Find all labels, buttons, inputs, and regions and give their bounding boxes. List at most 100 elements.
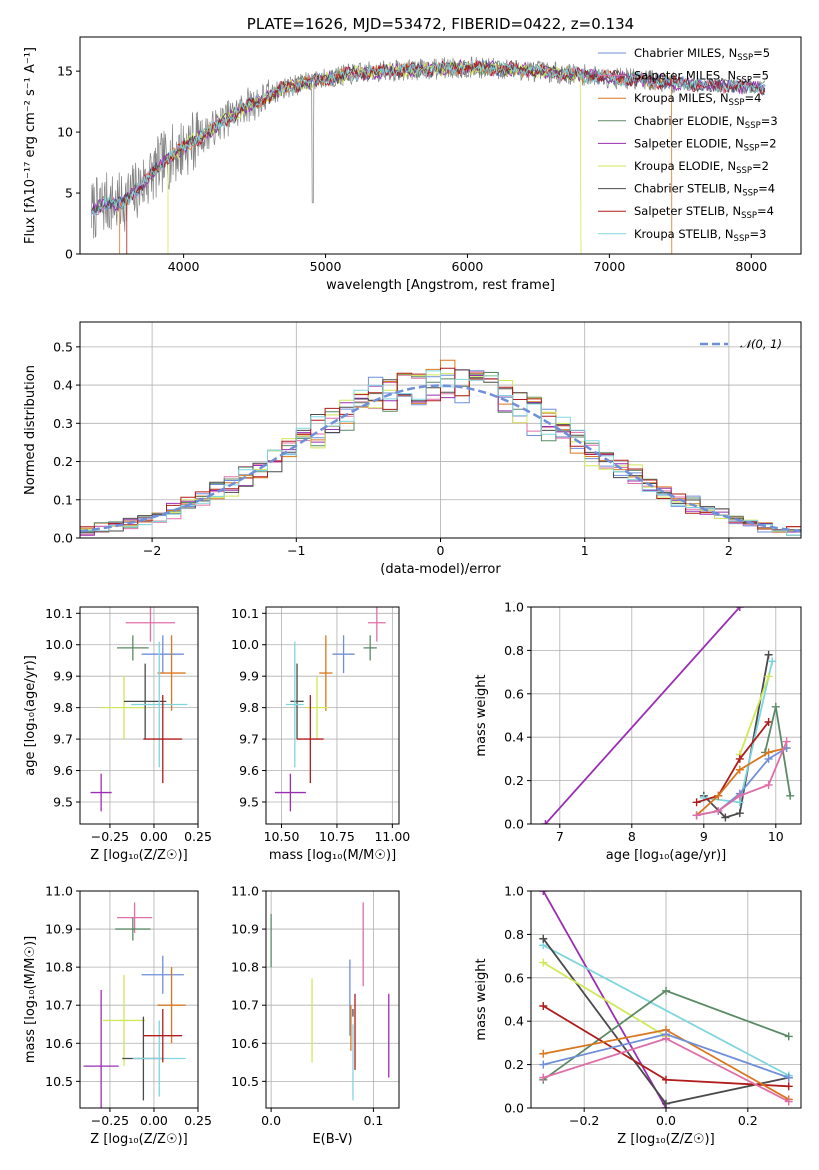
x-tick-label: 10 <box>768 829 784 844</box>
y-tick-label: 10.6 <box>231 1036 259 1051</box>
errorbar-point <box>157 967 186 1044</box>
mass-weight-marker <box>539 934 548 943</box>
mass-weight-marker <box>764 650 773 659</box>
legend-entry-name: Chabrier ELODIE, N <box>634 114 745 128</box>
legend-entry-name: Salpeter STELIB, N <box>634 204 741 218</box>
axes-frame <box>265 890 400 1109</box>
y-tick-label: 9.9 <box>239 669 259 684</box>
mass-weight-marker <box>735 791 744 800</box>
legend-entry-count: =5 <box>753 46 770 60</box>
mass-weight-marker <box>662 986 670 995</box>
x-tick-label: 7000 <box>593 259 625 274</box>
mass-weight-line <box>738 676 770 755</box>
errorbar-point <box>90 773 112 812</box>
spectrum-legend: Chabrier MILES, NSSP=5 Salpeter MILES, N S… <box>598 46 778 244</box>
legend-entry-count: =4 <box>757 204 774 218</box>
axes-frame <box>265 606 400 825</box>
y-axis-label: Normed distribution <box>23 365 38 495</box>
y-axis-label: mass [log₁₀(M/M☉)] <box>23 936 38 1063</box>
x-tick-label: 0 <box>437 543 445 558</box>
x-tick-label: 10.50 <box>264 829 300 844</box>
x-tick-label: −1 <box>287 543 305 558</box>
errorbar-point <box>143 1009 183 1063</box>
legend-entry-name: Kroupa STELIB, N <box>634 227 734 241</box>
plot-area <box>266 891 399 1108</box>
residual-histogram-step <box>80 367 801 532</box>
legend-entry-count: =3 <box>761 114 778 128</box>
legend-entry-name: Salpeter MILES, N <box>634 69 736 83</box>
mass-weight-marker <box>539 1002 548 1011</box>
x-tick-label: 9 <box>700 829 708 844</box>
y-tick-label: 0.8 <box>504 927 524 942</box>
y-tick-label: 15 <box>57 64 73 79</box>
mass-vs-metallicity-panel: −0.25 0.00 0.25 10.5 10.6 10.7 10.8 10.9 11.0 Z [… <box>23 884 212 1148</box>
x-tick-label: 6000 <box>452 259 484 274</box>
legend-entry-count: =5 <box>752 69 769 83</box>
spectrum-panel: 4000 5000 6000 7000 8000 0 5 10 15 wavelength [An… <box>23 15 802 293</box>
mass-weight-series <box>541 607 744 824</box>
mass-weight-marker <box>735 754 744 763</box>
errorbar-point <box>363 635 377 661</box>
mass-weight-marker <box>764 718 773 727</box>
legend-entry-count: =2 <box>752 159 769 173</box>
model-spectrum-line <box>91 59 766 215</box>
errorbar-point <box>319 635 333 711</box>
mass-weight-marker <box>784 1082 793 1091</box>
legend-entry-subscript: SSP <box>729 98 745 108</box>
y-tick-label: 0 <box>65 247 73 262</box>
legend-entry-count: =4 <box>758 182 775 196</box>
y-tick-label: 1.0 <box>504 884 524 899</box>
legend-entry-subscript: SSP <box>745 121 761 131</box>
legend-entry-name: Salpeter ELODIE, N <box>634 136 744 150</box>
mass-weight-line <box>544 607 741 824</box>
errorbar-point <box>141 635 184 674</box>
legend-entry-subscript: SSP <box>744 143 760 153</box>
legend-entry: Chabrier MILES, NSSP=5 <box>634 46 770 63</box>
legend-entry: Salpeter STELIB, NSSP=4 <box>634 204 774 221</box>
y-tick-label: 10.1 <box>45 606 73 621</box>
mass-weight-marker <box>768 657 777 666</box>
mass-weight-marker <box>539 891 548 895</box>
x-axis-label: wavelength [Angstrom, rest frame] <box>326 278 555 293</box>
mass-weight-marker <box>764 780 773 789</box>
x-tick-label: 8 <box>628 829 636 844</box>
mass-weight-line <box>542 944 790 1077</box>
plot-area <box>91 56 766 254</box>
legend-entry-name: Kroupa MILES, N <box>634 91 729 105</box>
mass-weight-series <box>539 1002 793 1091</box>
legend-entry-name: Kroupa ELODIE, N <box>634 159 736 173</box>
y-tick-label: 10 <box>57 125 73 140</box>
x-tick-label: 0.00 <box>140 829 168 844</box>
mass-weight-marker <box>662 1034 670 1043</box>
x-axis-label: E(B-V) <box>312 1132 352 1147</box>
legend-entry-count: =4 <box>744 91 761 105</box>
mass-weight-series <box>735 672 773 759</box>
y-tick-label: 10.8 <box>45 960 73 975</box>
y-tick-label: 10.0 <box>231 637 259 652</box>
y-tick-label: 0.2 <box>53 454 73 469</box>
x-axis-label: Z [log₁₀(Z/Z☉)] <box>617 1132 714 1147</box>
errorbar-point <box>125 607 176 642</box>
axes-frame <box>79 36 802 255</box>
age-vs-metallicity-panel: −0.25 0.00 0.25 9.5 9.6 9.7 9.8 9.9 10.0 10.1 Z [l… <box>23 606 212 863</box>
mass-weight-series <box>539 986 793 1084</box>
legend-entry: Kroupa MILES, NSSP=4 <box>634 91 761 108</box>
mass-weight-vs-age-panel: 7 8 9 10 0.0 0.2 0.4 0.6 0.8 1.0 age [log₁₀(age/yr… <box>474 600 802 863</box>
y-tick-label: 0.6 <box>504 686 524 701</box>
errorbar-point <box>157 635 186 711</box>
y-axis-label: mass weight <box>474 958 489 1040</box>
mass-weight-marker <box>764 754 773 763</box>
y-tick-label: 0.0 <box>504 1101 524 1116</box>
plot-area <box>80 322 801 538</box>
x-tick-label: 1 <box>581 543 589 558</box>
y-tick-label: 10.1 <box>231 606 259 621</box>
x-tick-label: 0.0 <box>261 1113 281 1128</box>
mass-weight-marker <box>782 737 791 746</box>
x-axis-label: age [log₁₀(age/yr)] <box>606 848 727 863</box>
x-tick-label: 5000 <box>310 259 342 274</box>
legend-entry-subscript: SSP <box>736 166 752 176</box>
legend-entry-name: Chabrier STELIB, N <box>634 182 742 196</box>
errorbar-point <box>101 676 147 740</box>
y-tick-label: 0.0 <box>504 817 524 832</box>
legend-entry-subscript: SSP <box>741 211 757 221</box>
